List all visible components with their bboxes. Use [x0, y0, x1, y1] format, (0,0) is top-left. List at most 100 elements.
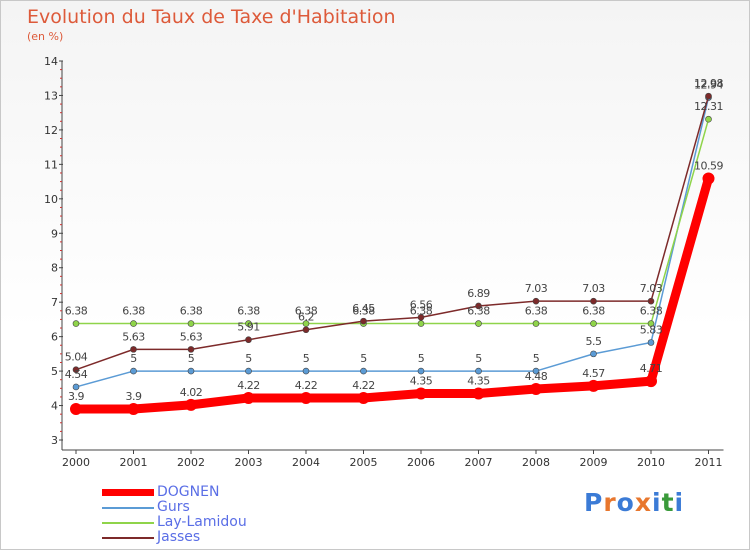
data-point [417, 320, 425, 327]
y-tick-label: 8 [51, 262, 58, 275]
data-label: 6.38 [410, 305, 433, 318]
data-label: 4.48 [525, 370, 548, 383]
data-point [532, 297, 540, 305]
x-tick-label: 2007 [465, 456, 493, 469]
data-label: 5.63 [122, 330, 145, 343]
data-point [647, 339, 655, 346]
logo-letter: o [616, 488, 635, 517]
data-label: 7.03 [525, 282, 548, 295]
data-label: 12.98 [694, 77, 723, 90]
data-point [242, 391, 255, 404]
data-point [417, 367, 425, 375]
data-label: 5 [533, 352, 540, 365]
logo-letter: i [652, 488, 662, 517]
data-point [475, 367, 482, 375]
data-point [705, 92, 712, 100]
data-label: 12.94 [694, 79, 723, 92]
data-label: 5 [418, 352, 425, 365]
data-label: 5 [360, 352, 367, 365]
y-tick-label: 14 [44, 55, 58, 68]
x-tick-label: 2010 [637, 456, 665, 469]
data-label: 5 [245, 352, 252, 365]
data-label: 5 [475, 352, 482, 365]
legend-item-lay-lamidou: Lay-Lamidou [102, 515, 247, 530]
data-point [360, 367, 367, 375]
y-tick-label: 13 [44, 89, 58, 102]
data-label: 12.31 [694, 100, 723, 113]
data-label: 5 [130, 352, 137, 365]
data-label: 4.35 [410, 374, 433, 387]
x-tick-label: 2004 [292, 456, 320, 469]
data-label: 4.57 [582, 367, 605, 380]
data-point [127, 402, 140, 415]
data-point [360, 317, 367, 325]
data-label: 4.22 [352, 379, 375, 392]
proxiti-logo: Proxiti [584, 488, 684, 517]
data-point [590, 297, 597, 305]
x-tick-label: 2011 [695, 456, 723, 469]
data-label: 6.2 [298, 311, 314, 324]
y-tick-label: 4 [51, 400, 58, 413]
series-line-dognen [71, 173, 713, 414]
y-tick-label: 11 [44, 158, 58, 171]
chart-legend: DOGNEN Gurs Lay-Lamidou Jasses [102, 485, 247, 545]
data-point [187, 346, 195, 353]
data-point [475, 320, 482, 327]
data-point [417, 314, 425, 321]
data-label: 6.38 [525, 305, 548, 318]
chart-title: Evolution du Taux de Taxe d'Habitation [27, 6, 396, 28]
chart-subtitle: (en %) [27, 30, 64, 43]
data-point [645, 375, 657, 388]
data-label: 3.9 [68, 390, 84, 403]
data-label: 6.38 [295, 305, 318, 318]
data-label: 6.38 [122, 305, 145, 318]
legend-label: Lay-Lamidou [157, 514, 247, 530]
legend-swatch [102, 506, 154, 509]
legend-swatch [102, 489, 154, 496]
data-point [245, 336, 252, 344]
x-tick-label: 2003 [235, 456, 263, 469]
data-label: 6.38 [640, 305, 663, 318]
data-label: 6.38 [352, 305, 375, 318]
data-point [590, 350, 597, 358]
legend-item-jasses: Jasses [102, 530, 247, 545]
y-tick-label: 10 [44, 193, 58, 206]
data-label: 5.5 [586, 335, 602, 348]
data-point [72, 383, 80, 391]
data-label: 4.22 [237, 379, 260, 392]
data-point [70, 402, 82, 415]
x-tick-label: 2008 [522, 456, 550, 469]
data-point [245, 320, 252, 327]
data-label: 4.35 [467, 374, 490, 387]
data-label: 10.59 [694, 159, 723, 172]
data-point [647, 297, 655, 305]
data-label: 6.38 [180, 305, 203, 318]
data-point [532, 367, 540, 375]
data-label: 4.02 [180, 386, 203, 399]
data-label: 4.22 [295, 379, 318, 392]
legend-label: Jasses [157, 529, 201, 545]
data-point [185, 398, 197, 411]
data-label: 6.38 [237, 305, 260, 318]
data-point [705, 115, 712, 123]
y-tick-label: 7 [51, 296, 58, 309]
data-point [472, 387, 485, 400]
data-label: 5.91 [237, 321, 260, 334]
data-point [187, 320, 195, 327]
logo-letter: x [634, 488, 652, 517]
logo-letter: t [661, 488, 675, 517]
data-label: 4.71 [640, 362, 663, 375]
x-tick-label: 2005 [350, 456, 378, 469]
logo-letter: P [584, 488, 604, 517]
data-point [72, 320, 80, 327]
data-label: 6.38 [582, 305, 605, 318]
data-label: 6.45 [352, 302, 375, 315]
data-label: 7.03 [582, 282, 605, 295]
data-point [187, 367, 195, 375]
data-point [530, 383, 542, 396]
data-point [300, 391, 312, 404]
y-tick-label: 6 [51, 331, 58, 344]
x-tick-label: 2000 [62, 456, 90, 469]
